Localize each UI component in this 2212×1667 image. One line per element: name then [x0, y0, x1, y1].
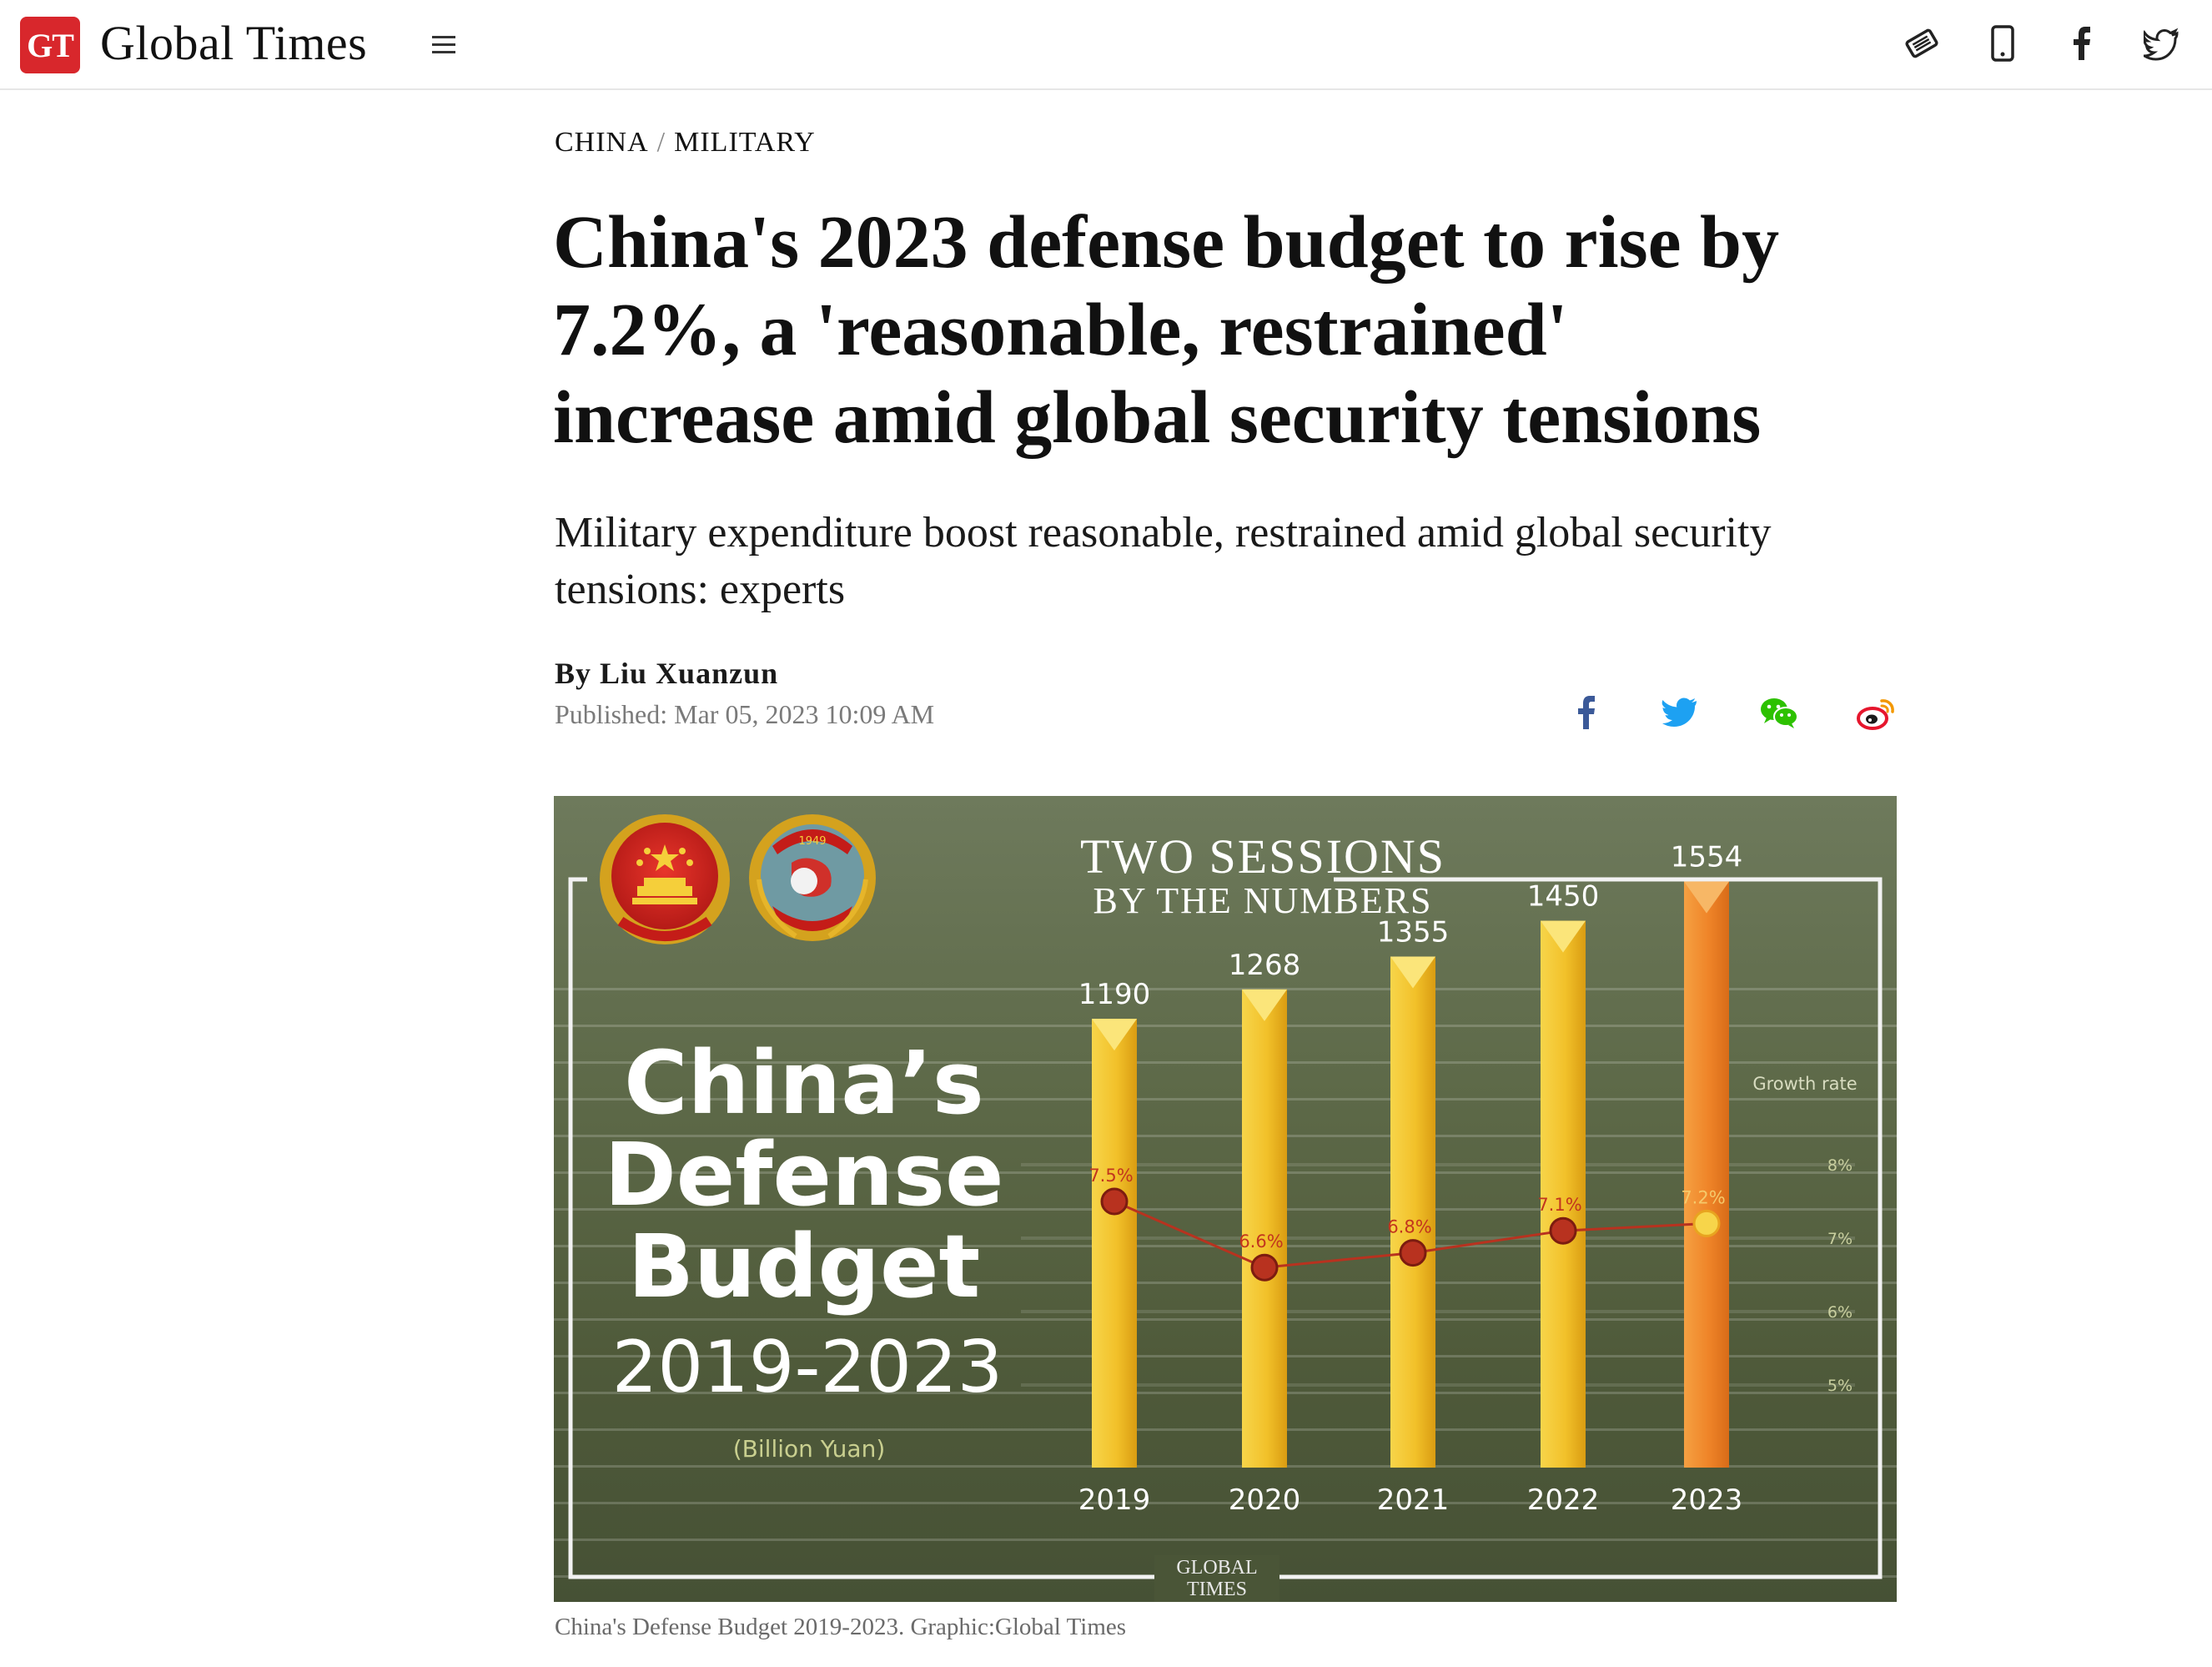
bar-cap-2021 — [1390, 956, 1435, 989]
banner-subtitle: BY THE NUMBERS — [1093, 880, 1433, 921]
share-weibo-icon[interactable] — [1857, 698, 1895, 735]
bar-value-label-2022: 1450 — [1527, 880, 1600, 914]
x-axis-label-2021: 2021 — [1377, 1483, 1450, 1517]
article-headline: China's 2023 defense budget to rise by 7… — [553, 201, 1780, 459]
growth-point-2020 — [1250, 1253, 1279, 1282]
growth-tick-8pct: 8% — [1827, 1156, 1853, 1175]
cppcc-emblem-icon: 1949 — [749, 814, 876, 941]
share-wechat-icon[interactable] — [1760, 698, 1798, 733]
bar-value-label-2021: 1355 — [1377, 916, 1450, 949]
graphic-title-line2: Defense — [604, 1124, 1003, 1226]
image-caption: China's Defense Budget 2019-2023. Graphi… — [555, 1614, 1127, 1640]
x-axis-label-2020: 2020 — [1229, 1483, 1301, 1517]
share-facebook-icon[interactable] — [1575, 694, 1596, 735]
bar-value-label-2019: 1190 — [1078, 978, 1151, 1011]
growth-label-2019: 7.5% — [1088, 1166, 1133, 1186]
gt-logo[interactable]: GT — [20, 17, 80, 73]
growth-point-2022 — [1549, 1216, 1577, 1245]
growth-point-2019 — [1100, 1187, 1129, 1216]
growth-tick-5pct: 5% — [1827, 1377, 1853, 1395]
growth-rate-ticks: 8% 7% 6% 5% — [1827, 1156, 1853, 1395]
bar-cap-2023 — [1684, 881, 1729, 914]
growth-rate-line: 7.5% 6.6% 6.8% 7.1% 7.2% — [1088, 1166, 1726, 1282]
x-axis-label-2022: 2022 — [1527, 1483, 1600, 1517]
bar-cap-2022 — [1541, 920, 1586, 953]
emblem-year: 1949 — [798, 835, 826, 848]
defense-budget-infographic[interactable]: 1949 TWO SESSIONS BY THE NUMBERS China’s… — [554, 796, 1897, 1602]
twitter-icon[interactable] — [2144, 25, 2180, 62]
bar-2020 — [1242, 989, 1287, 1468]
breadcrumb-separator: / — [656, 127, 666, 158]
banner-title: TWO SESSIONS — [1080, 829, 1445, 884]
bar-2021 — [1390, 956, 1435, 1468]
bar-value-label-2020: 1268 — [1229, 949, 1301, 982]
author-name[interactable]: Liu Xuanzun — [600, 657, 779, 690]
bar-cap-2020 — [1242, 989, 1287, 1021]
watermark-line2: TIMES — [1187, 1579, 1247, 1600]
background-stripes — [554, 988, 1897, 1578]
graphic-title-line1: China’s — [624, 1032, 984, 1134]
national-emblem-icon — [600, 814, 730, 944]
growth-point-2023 — [1692, 1209, 1721, 1237]
breadcrumb-china[interactable]: CHINA — [555, 127, 649, 158]
ticket-icon[interactable] — [1903, 25, 1940, 62]
mobile-icon[interactable] — [1988, 25, 2017, 62]
growth-point-2021 — [1399, 1239, 1427, 1267]
growth-label-2022: 7.1% — [1537, 1195, 1581, 1215]
graphic-year-range: 2019-2023 — [612, 1326, 1003, 1409]
article-subhead: Military expenditure boost reasonable, r… — [555, 509, 1772, 613]
facebook-icon[interactable] — [2069, 25, 2094, 62]
graphic-title-line3: Budget — [628, 1216, 980, 1317]
hamburger-icon[interactable] — [430, 32, 457, 58]
growth-tick-7pct: 7% — [1827, 1230, 1853, 1248]
byline: By Liu Xuanzun — [555, 656, 778, 691]
growth-rate-axis-label: Growth rate — [1752, 1074, 1857, 1094]
x-axis-label-2023: 2023 — [1671, 1483, 1743, 1517]
publish-date: Published: Mar 05, 2023 10:09 AM — [555, 699, 935, 729]
chart-gridlines — [1021, 1163, 1855, 1387]
breadcrumb: CHINA / MILITARY — [555, 127, 816, 159]
byline-prefix: By — [555, 657, 592, 690]
growth-label-2021: 6.8% — [1387, 1217, 1431, 1237]
bar-value-label-2023: 1554 — [1671, 841, 1743, 874]
brand-name[interactable]: Global Times — [100, 16, 368, 70]
growth-label-2023: 7.2% — [1681, 1187, 1725, 1207]
bar-2023 — [1684, 881, 1729, 1468]
share-twitter-icon[interactable] — [1662, 696, 1698, 733]
graphic-unit: (Billion Yuan) — [733, 1435, 886, 1463]
bar-cap-2019 — [1092, 1019, 1137, 1051]
watermark-line1: GLOBAL — [1176, 1557, 1257, 1579]
chart-bars: 1190 2019 1268 2020 1355 2021 1450 2022 1554 2023 — [1078, 841, 1743, 1517]
x-axis-label-2019: 2019 — [1078, 1483, 1151, 1517]
growth-tick-6pct: 6% — [1827, 1303, 1853, 1322]
breadcrumb-military[interactable]: MILITARY — [674, 127, 816, 158]
bar-2022 — [1541, 920, 1586, 1468]
bar-2019 — [1092, 1019, 1137, 1468]
growth-label-2020: 6.6% — [1239, 1231, 1283, 1252]
top-navigation-bar: GT Global Times — [0, 0, 2212, 90]
